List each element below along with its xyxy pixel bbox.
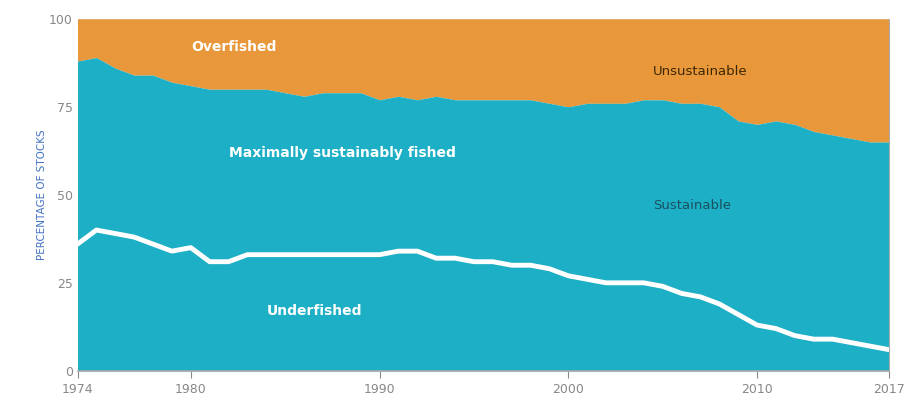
Text: Overfished: Overfished: [190, 40, 276, 54]
Text: Sustainable: Sustainable: [652, 199, 731, 212]
Text: Maximally sustainably fished: Maximally sustainably fished: [229, 145, 455, 160]
Y-axis label: PERCENTAGE OF STOCKS: PERCENTAGE OF STOCKS: [36, 129, 46, 260]
Text: Unsustainable: Unsustainable: [652, 65, 747, 78]
Text: Underfished: Underfished: [266, 304, 362, 318]
